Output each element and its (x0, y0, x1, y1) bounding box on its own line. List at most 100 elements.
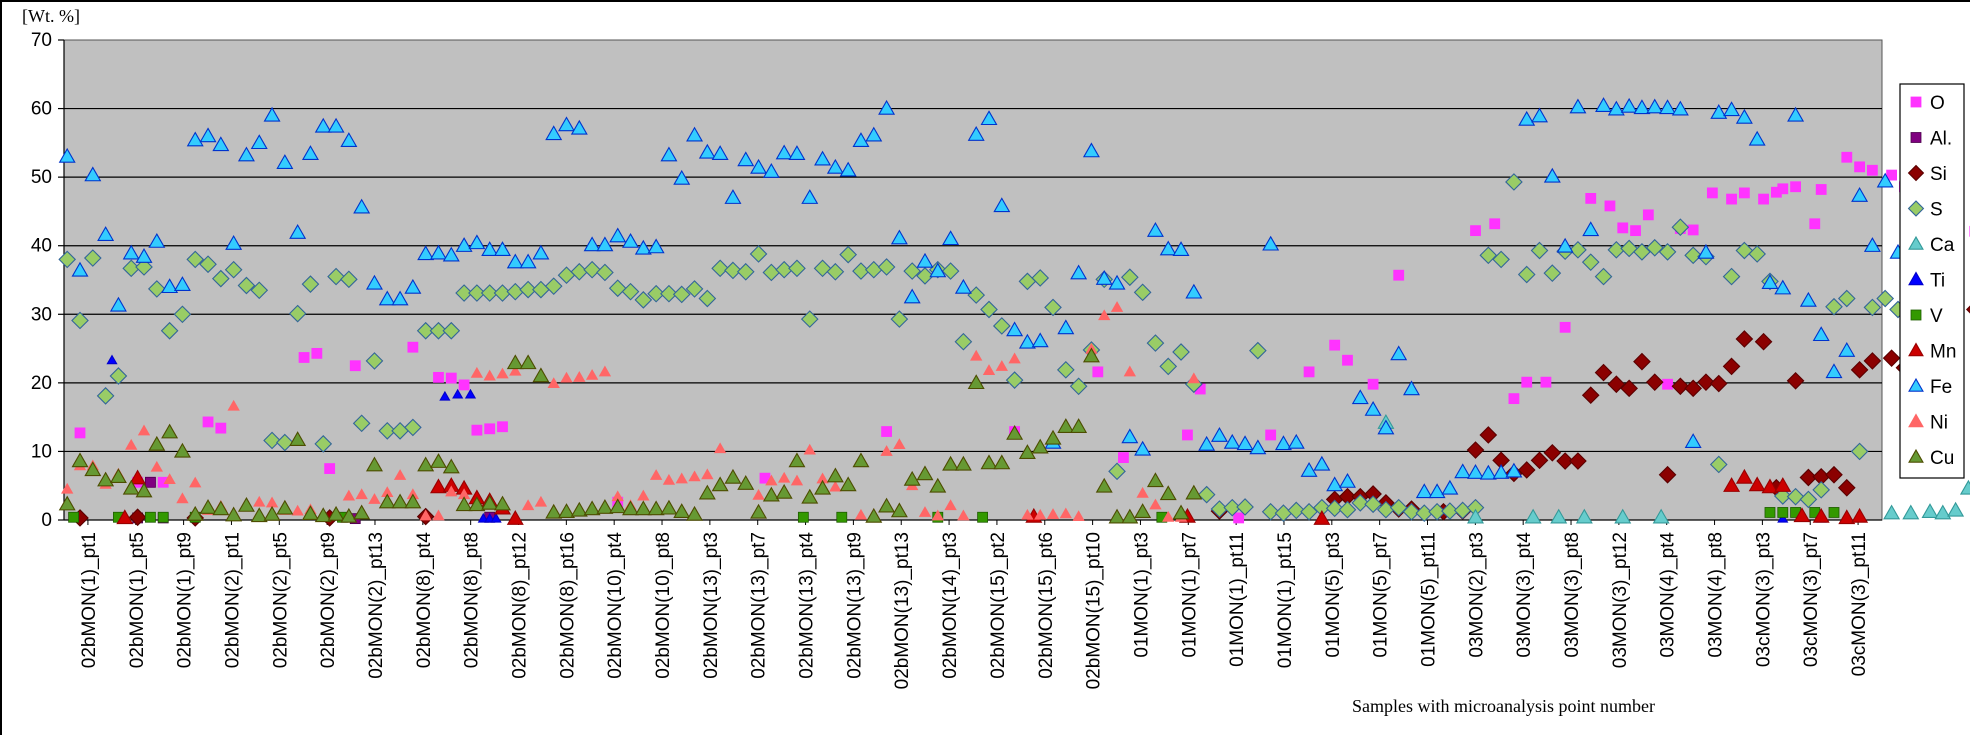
data-point (497, 422, 507, 432)
data-point (882, 427, 892, 437)
data-point (312, 348, 322, 358)
x-tick-label: 01MON(1)_pt15 (1275, 532, 1296, 668)
x-tick-label: 02bMON(2)_pt9 (318, 532, 339, 668)
data-point (1643, 210, 1653, 220)
data-point (1330, 340, 1340, 350)
data-point (433, 372, 443, 382)
data-point (203, 417, 213, 427)
data-point (1867, 165, 1877, 175)
legend-label: Cu (1930, 448, 1954, 469)
x-tick-label: 02bMON(15)_pt2 (988, 532, 1009, 679)
data-point (1605, 201, 1615, 211)
data-point (350, 361, 360, 371)
x-tick-label: 02bMON(2)_pt5 (270, 532, 291, 668)
legend-label: Si (1930, 164, 1947, 185)
x-tick-label: 01MON(1)_pt7 (1179, 532, 1200, 658)
data-point (1759, 194, 1769, 204)
x-tick-label: 02bMON(14)_pt3 (940, 532, 961, 679)
data-point (1342, 355, 1352, 365)
y-tick-label: 20 (31, 373, 52, 394)
data-point (472, 425, 482, 435)
x-tick-label: 02bMON(13)_pt9 (844, 532, 865, 679)
data-point (1618, 223, 1628, 233)
y-tick-label: 0 (41, 510, 52, 531)
x-tick-label: 03MON(4)_pt4 (1658, 532, 1679, 658)
legend-marker (1911, 310, 1921, 320)
x-tick-label: 01MON(1)_pt3 (1131, 532, 1152, 658)
data-point (145, 512, 155, 522)
data-point (1234, 513, 1244, 523)
x-tick-label: 02bMON(15)_pt10 (1084, 532, 1105, 689)
data-point (158, 512, 168, 522)
data-point (978, 512, 988, 522)
data-point (1816, 184, 1826, 194)
data-point (1586, 193, 1596, 203)
data-point (1855, 162, 1865, 172)
x-tick-label: 03cMON(3)_pt3 (1753, 532, 1774, 667)
data-point (408, 342, 418, 352)
legend-label: Ni (1930, 413, 1948, 434)
x-tick-label: 02bMON(10)_pt8 (653, 532, 674, 679)
x-tick-label: 02bMON(8)_pt16 (557, 532, 578, 679)
x-tick-label: 02bMON(1)_pt9 (175, 532, 196, 668)
legend-label: Ca (1930, 235, 1955, 256)
data-point (1368, 379, 1378, 389)
data-point (485, 424, 495, 434)
data-point (1118, 453, 1128, 463)
x-tick-label: 02bMON(13)_pt4 (797, 532, 818, 679)
data-point (145, 477, 155, 487)
data-point (75, 428, 85, 438)
data-point (1490, 219, 1500, 229)
legend-label: Mn (1930, 342, 1956, 363)
legend-label: Ti (1930, 271, 1945, 292)
x-tick-label: 02bMON(13)_pt3 (701, 532, 722, 679)
y-tick-label: 30 (31, 304, 52, 325)
x-tick-label: 03cMON(3)_pt7 (1801, 532, 1822, 667)
x-tick-label: 02bMON(2)_pt13 (366, 532, 387, 679)
data-point (1727, 194, 1737, 204)
data-point (1394, 270, 1404, 280)
data-point (69, 512, 79, 522)
y-tick-label: 60 (31, 99, 52, 120)
data-point (1509, 394, 1519, 404)
data-point (837, 512, 847, 522)
data-point (1791, 182, 1801, 192)
x-tick-label: 03cMON(3)_pt11 (1849, 532, 1870, 676)
legend-marker (1911, 97, 1921, 107)
x-tick-label: 03MON(3)_pt8 (1562, 532, 1583, 658)
data-point (1842, 152, 1852, 162)
x-tick-label: 03MON(3)_pt12 (1610, 532, 1631, 668)
x-tick-label: 01MON(5)_pt11 (1419, 532, 1440, 667)
data-point (1688, 225, 1698, 235)
x-tick-label: 02bMON(8)_pt12 (510, 532, 531, 679)
data-point (1541, 377, 1551, 387)
x-tick-label: 02bMON(8)_pt8 (462, 532, 483, 668)
data-point (1739, 188, 1749, 198)
data-point (1471, 226, 1481, 236)
x-tick-label: 02bMON(13)_pt13 (892, 532, 913, 689)
y-tick-label: 50 (31, 167, 52, 188)
x-tick-label: 01MON(5)_pt3 (1323, 532, 1344, 658)
legend-label: Al. (1930, 129, 1952, 150)
y-tick-label: 70 (31, 30, 52, 51)
x-tick-label: 03MON(4)_pt8 (1706, 532, 1727, 658)
x-tick-label: 01MON(5)_pt7 (1371, 532, 1392, 658)
data-point (299, 352, 309, 362)
data-point (1304, 367, 1314, 377)
x-tick-label: 02bMON(8)_pt4 (414, 532, 435, 669)
x-tick-label: 02bMON(1)_pt1 (79, 532, 100, 668)
data-point (1810, 219, 1820, 229)
legend-label: S (1930, 200, 1943, 221)
data-point (216, 423, 226, 433)
data-point (1765, 507, 1775, 517)
data-point (1707, 188, 1717, 198)
x-tick-label: 03MON(3)_pt4 (1514, 532, 1535, 658)
data-point (1522, 377, 1532, 387)
data-point (1093, 367, 1103, 377)
x-axis-title: Samples with microanalysis point number (1352, 696, 1655, 716)
data-point (325, 464, 335, 474)
data-point (1663, 379, 1673, 389)
data-point (459, 380, 469, 390)
